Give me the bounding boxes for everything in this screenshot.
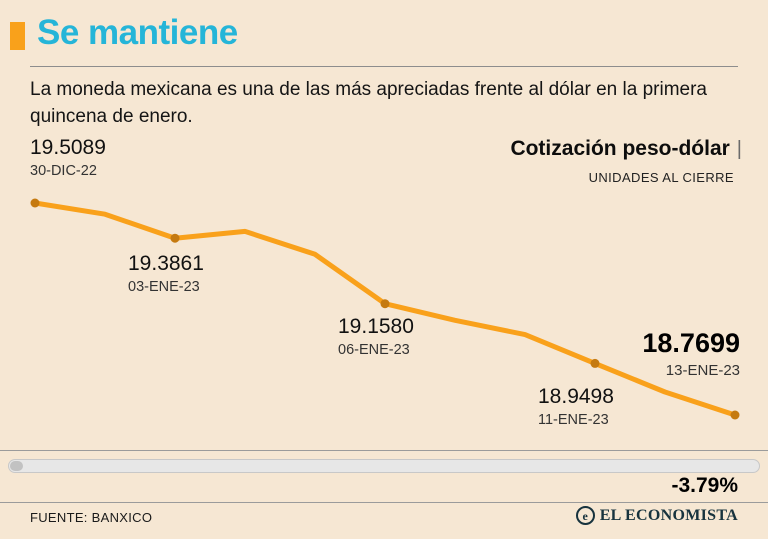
source-label: FUENTE: BANXICO (30, 510, 153, 525)
title-divider (30, 66, 738, 67)
data-point-value: 18.9498 (538, 385, 614, 408)
scrollbar-thumb[interactable] (10, 461, 23, 471)
period-change-badge: -3.79% (671, 474, 738, 497)
chart-title-block: Cotización peso-dólar | (510, 137, 742, 161)
publisher-logo-icon: e (575, 506, 595, 525)
chart-title-pipe: | (736, 137, 742, 160)
chart-range-scrollbar[interactable] (8, 459, 760, 473)
data-point-value: 19.3861 (128, 252, 204, 275)
data-point-label-03ene: 19.3861 03-ENE-23 (128, 252, 204, 295)
data-point-label-11ene: 18.9498 11-ENE-23 (538, 385, 614, 428)
data-point-date: 03-ENE-23 (128, 279, 200, 295)
footer-divider (0, 502, 768, 503)
data-point-date: 30-DIC-22 (30, 163, 97, 179)
chart-bottom-divider (0, 450, 768, 451)
chart-units-label: UNIDADES AL CIERRE (588, 170, 734, 185)
data-point-value: 19.1580 (338, 315, 414, 338)
data-point-date: 11-ENE-23 (538, 412, 609, 428)
data-point-label-13ene-latest: 18.7699 13-ENE-23 (642, 328, 740, 379)
page-subtitle: La moneda mexicana es una de las más apr… (30, 79, 707, 127)
data-point-value: 19.5089 (30, 136, 106, 159)
publisher-logo: e EL ECONOMISTA (575, 506, 738, 525)
publisher-logo-text: EL ECONOMISTA (599, 506, 738, 524)
chart-title: Cotización peso-dólar (510, 137, 730, 160)
data-point-label-30dic: 19.5089 30-DIC-22 (30, 136, 106, 179)
page-title: Se mantiene (37, 13, 238, 52)
data-point-label-06ene: 19.1580 06-ENE-23 (338, 315, 414, 358)
data-point-date: 13-ENE-23 (665, 362, 740, 379)
exchange-rate-line-chart (30, 198, 740, 420)
data-point-value: 18.7699 (642, 328, 740, 358)
data-point-date: 06-ENE-23 (338, 342, 410, 358)
title-accent-square (10, 22, 25, 50)
